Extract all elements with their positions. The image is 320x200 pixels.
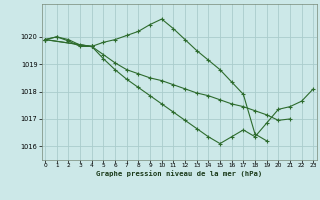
X-axis label: Graphe pression niveau de la mer (hPa): Graphe pression niveau de la mer (hPa)	[96, 171, 262, 177]
